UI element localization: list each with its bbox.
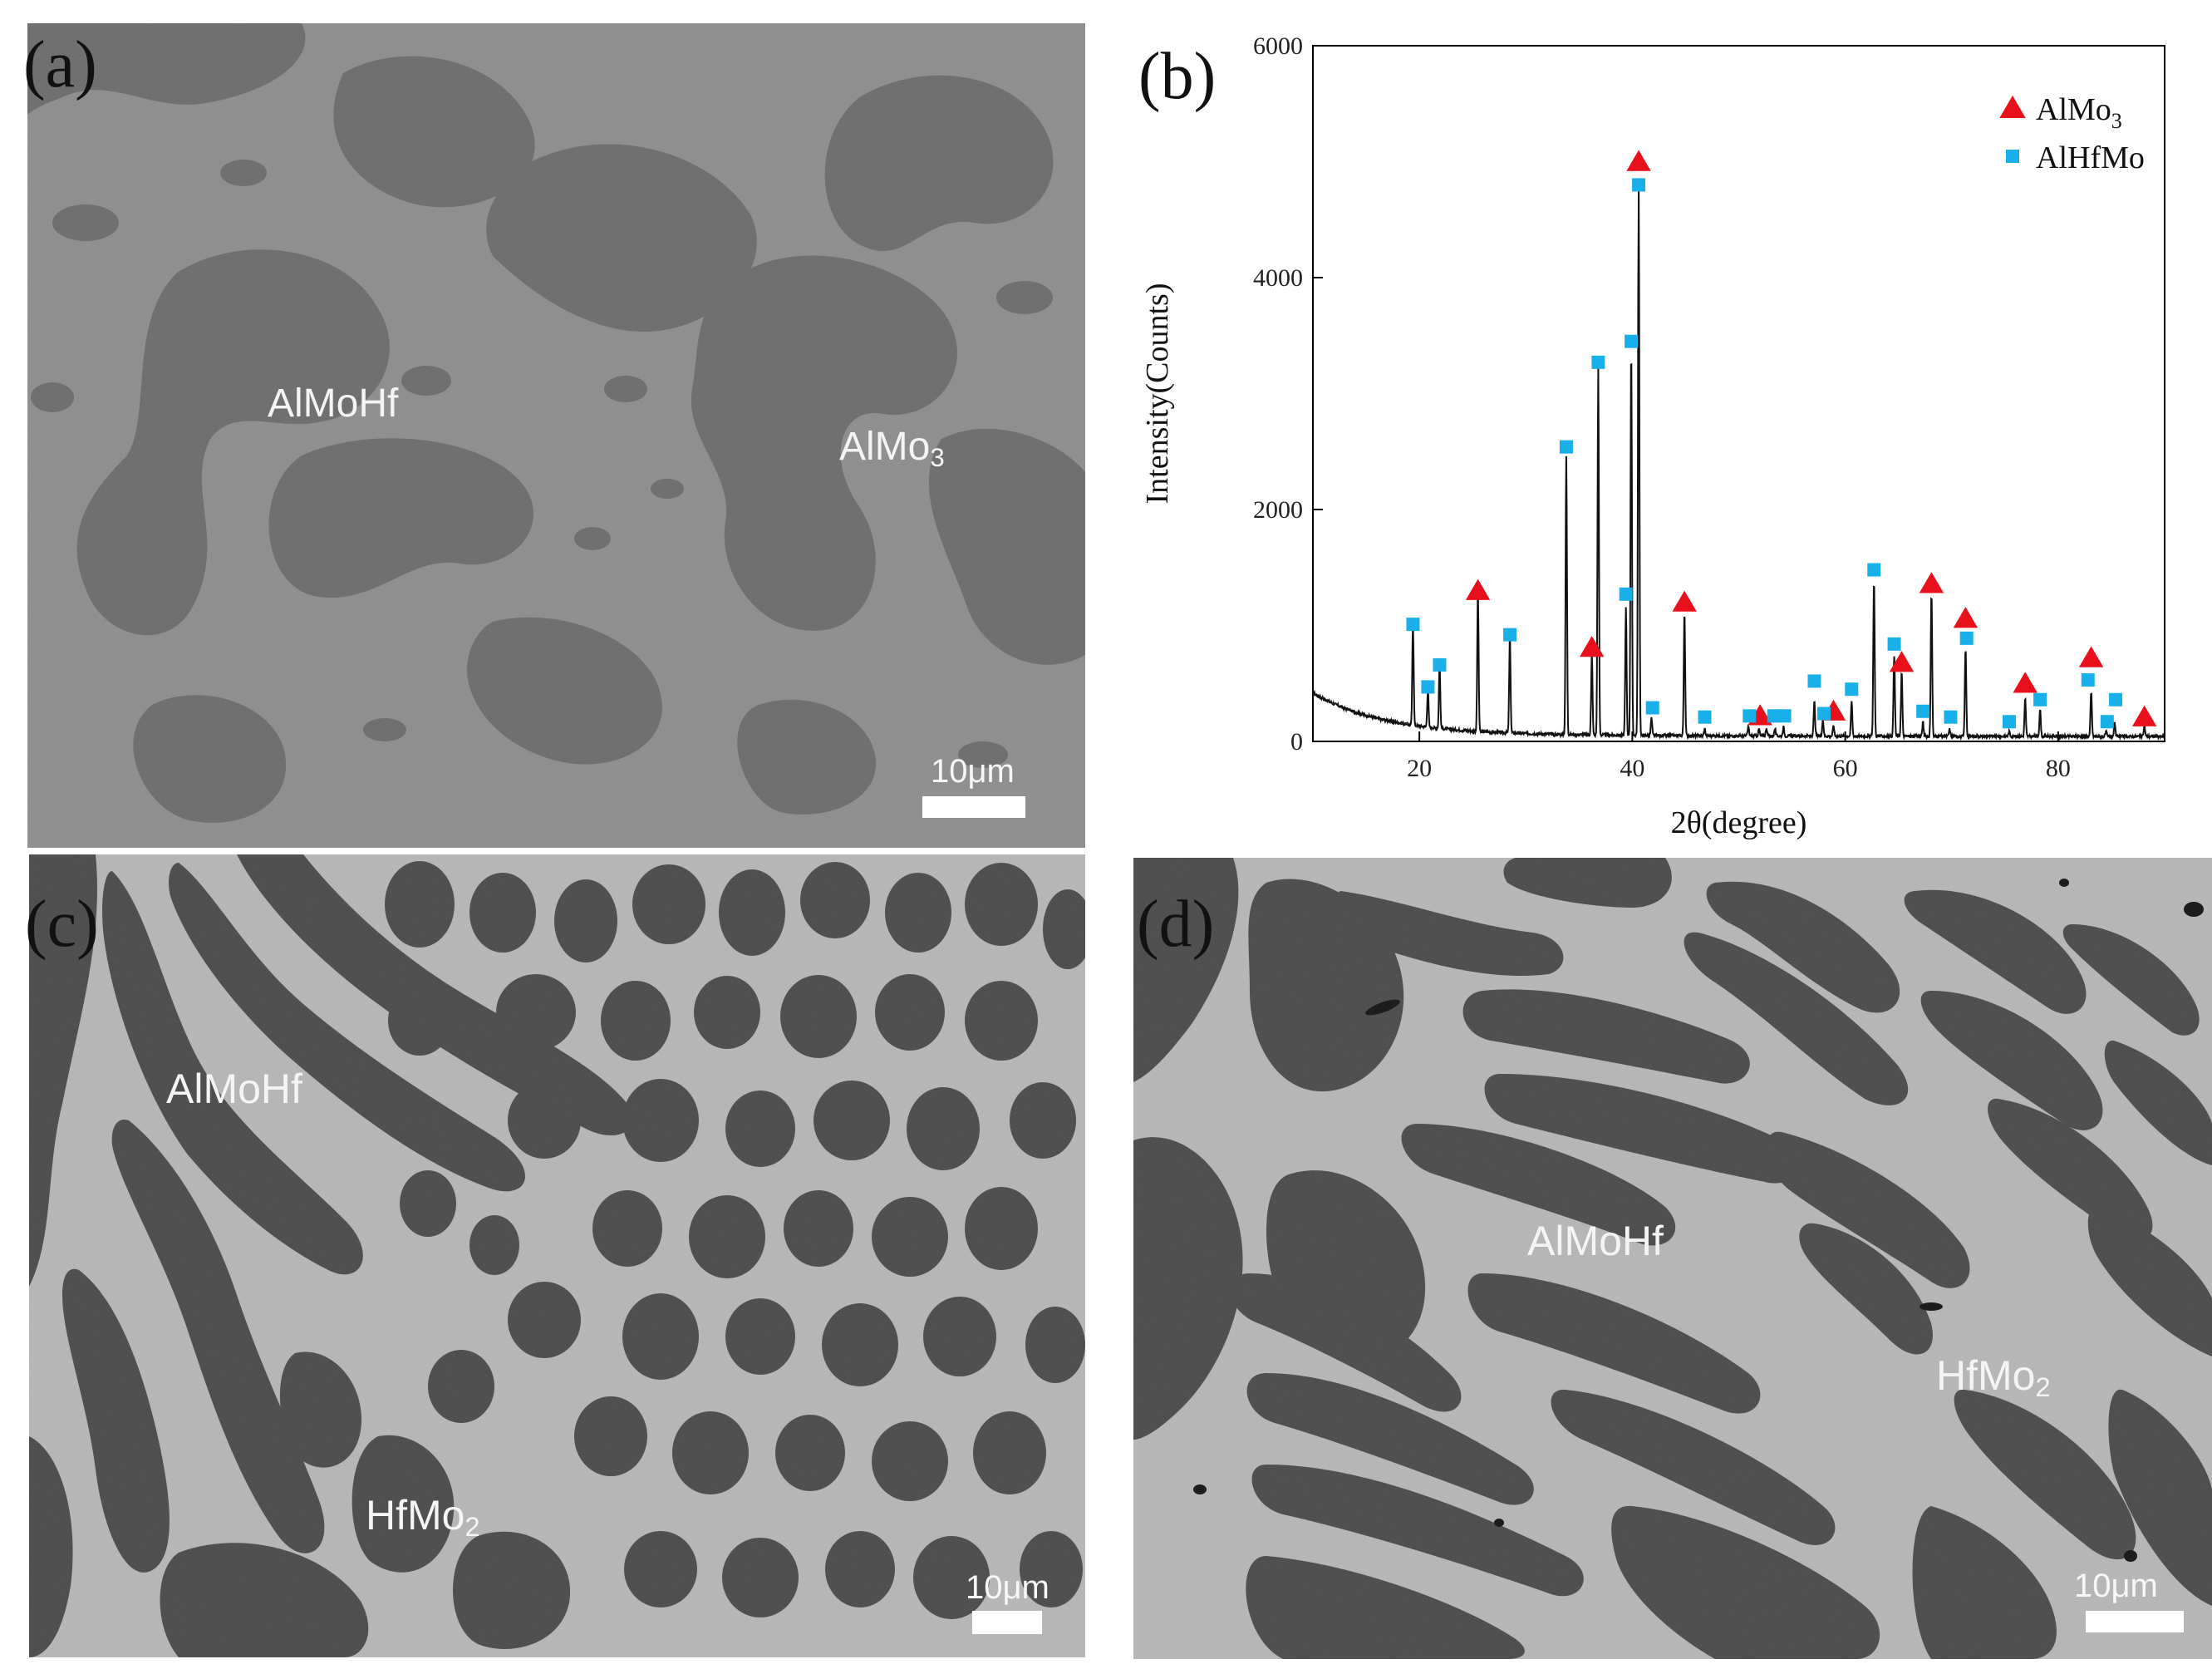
alhfmo-marker <box>1959 631 1974 645</box>
alhfmo-marker <box>1916 704 1930 718</box>
almo3-marker <box>2078 646 2104 667</box>
almo3-marker <box>1672 590 1697 612</box>
sem-panel-c <box>29 854 1085 1657</box>
alhfmo-marker <box>1698 710 1712 724</box>
x-tick-label: 80 <box>2046 755 2071 782</box>
sem-image-a <box>27 23 1085 848</box>
phase-label-almohf-d: AlMoHf <box>1527 1218 1664 1264</box>
scale-bar-a <box>922 796 1025 818</box>
legend-label-almo3-subscript: 3 <box>2111 109 2122 133</box>
sem-image-d <box>1133 858 2212 1659</box>
alhfmo-marker <box>1767 709 1781 723</box>
xrd-pattern-line <box>1312 190 2165 741</box>
almo3-marker <box>2013 672 2037 693</box>
alhfmo-marker <box>1944 710 1958 724</box>
alhfmo-marker <box>1632 178 1646 192</box>
alhfmo-marker <box>2100 715 2114 729</box>
y-tick-label: 4000 <box>1253 264 1303 292</box>
almo3-marker <box>1953 607 1979 628</box>
xrd-chart-panel: 20 40 60 80 0 2000 4000 6000 2θ(degree) Intensity… <box>1089 17 2212 856</box>
xrd-chart: 20 40 60 80 0 2000 4000 6000 2θ(degree) Intensity… <box>1140 32 2165 840</box>
alhfmo-marker <box>1406 618 1420 632</box>
alhfmo-marker <box>1743 709 1757 723</box>
phase-label-hfmo2-d: HfMo2 <box>1936 1352 2051 1403</box>
legend-label-alhfmo: AlHfMo <box>2036 140 2145 175</box>
alhfmo-marker <box>1421 680 1435 694</box>
alhfmo-marker <box>1807 674 1821 688</box>
alhfmo-marker <box>1591 355 1605 369</box>
scale-label-a: 10μm <box>931 753 1015 790</box>
scale-label-c: 10μm <box>966 1569 1049 1606</box>
alhfmo-marker <box>2109 692 2123 706</box>
sem-panel-d <box>1133 858 2212 1659</box>
legend-label-almo3: AlMo3 <box>2036 92 2122 133</box>
alhfmo-marker <box>1845 682 1859 697</box>
alhfmo-marker <box>1503 628 1517 642</box>
alhfmo-marker <box>2033 692 2047 706</box>
x-tick-label: 20 <box>1407 755 1432 782</box>
phase-label-almo3-a: AlMo3 <box>839 425 945 472</box>
panel-label-d: (d) <box>1137 888 1215 961</box>
sem-panel-a <box>27 23 1085 848</box>
y-tick-label: 2000 <box>1253 496 1303 524</box>
sem-image-c <box>29 854 1085 1657</box>
phase-label-almohf-a: AlMoHf <box>268 382 399 426</box>
scale-bar-c <box>972 1611 1042 1634</box>
phase-label-almohf-c: AlMoHf <box>166 1066 302 1112</box>
alhfmo-marker <box>1559 440 1573 454</box>
y-tick-label: 6000 <box>1253 32 1303 60</box>
alhfmo-marker <box>1619 587 1633 601</box>
almo3-marker <box>1919 572 1944 593</box>
almo3-marker <box>2131 705 2157 726</box>
panel-label-a: (a) <box>23 28 97 101</box>
alhfmo-marker <box>1777 709 1792 723</box>
y-tick-label: 0 <box>1290 728 1303 756</box>
alhfmo-marker <box>2002 715 2016 729</box>
alhfmo-marker <box>1625 334 1639 348</box>
y-axis-label: Intensity(Counts) <box>1140 283 1175 505</box>
x-tick-label: 60 <box>1833 755 1858 782</box>
alhfmo-marker <box>1645 701 1659 715</box>
scale-bar-d <box>2086 1611 2184 1632</box>
almo3-marker <box>1626 150 1651 171</box>
legend-square-icon <box>2006 150 2019 163</box>
x-tick-label: 40 <box>1620 755 1644 782</box>
panel-label-b: (b) <box>1138 40 1217 113</box>
scale-label-d: 10μm <box>2074 1568 2158 1604</box>
alhfmo-marker <box>1817 706 1831 721</box>
alhfmo-marker <box>1433 657 1447 672</box>
alhfmo-marker <box>1887 637 1901 651</box>
almo3-marker <box>1465 578 1491 600</box>
alhfmo-marker <box>2081 673 2095 687</box>
legend-triangle-icon <box>1999 96 2026 118</box>
alhfmo-marker <box>1867 563 1881 577</box>
panel-label-c: (c) <box>25 888 99 961</box>
almo3-marker <box>1579 636 1605 657</box>
plot-frame <box>1312 45 2165 742</box>
phase-label-hfmo2-c: HfMo2 <box>366 1492 480 1543</box>
almo3-marker <box>1889 651 1915 672</box>
x-axis-label: 2θ(degree) <box>1671 805 1807 840</box>
